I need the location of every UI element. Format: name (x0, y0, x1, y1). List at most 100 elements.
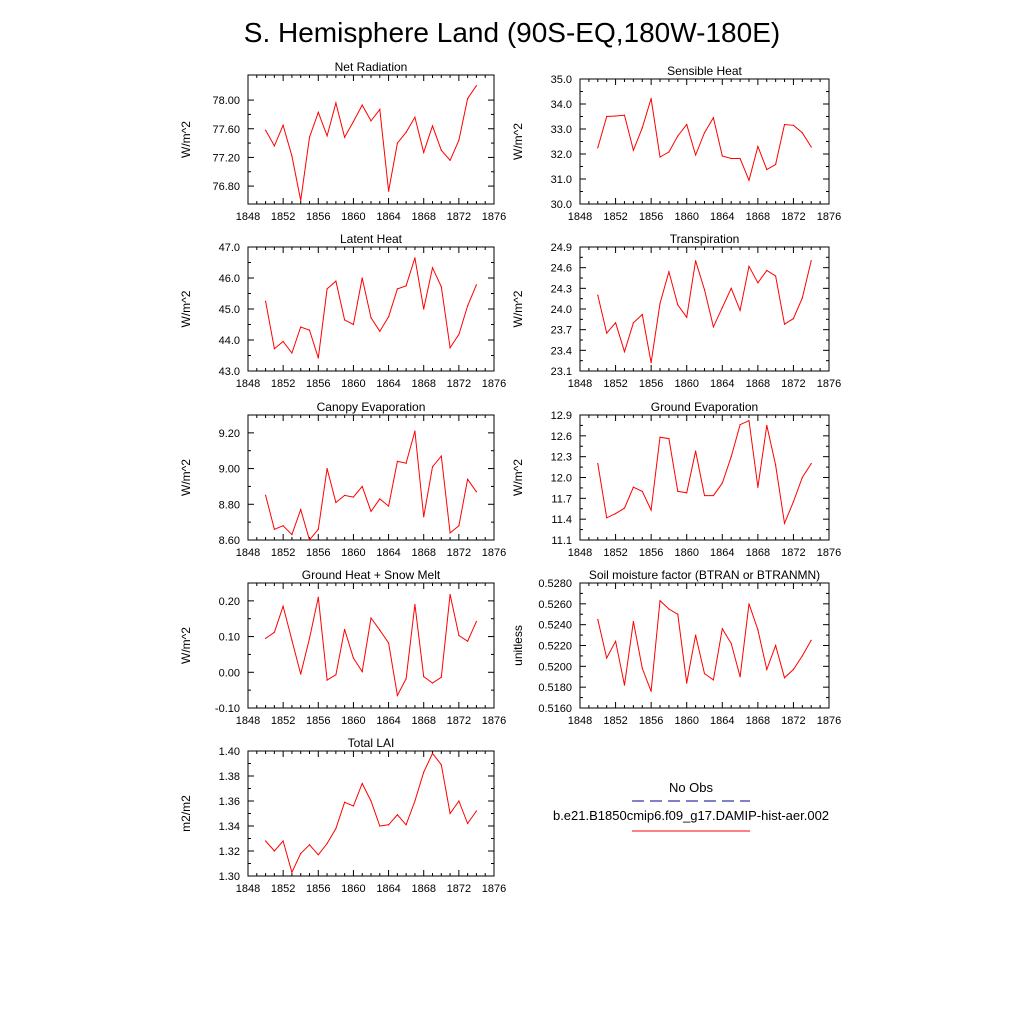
data-point (370, 317, 372, 319)
data-point (748, 265, 750, 267)
data-point (379, 330, 381, 332)
y-tick-label: 35.0 (551, 74, 572, 86)
y-tick-label: 1.30 (219, 871, 240, 883)
data-point (440, 676, 442, 678)
data-point (766, 269, 768, 272)
data-point (792, 124, 795, 126)
data-point (792, 501, 795, 503)
x-tick-label: 1876 (482, 547, 506, 559)
series-line (597, 98, 812, 182)
x-tick-label: 1848 (236, 883, 260, 895)
y-tick-label: 44.0 (219, 335, 240, 347)
plot-frame (579, 414, 830, 541)
data-point (641, 490, 643, 492)
data-point (449, 812, 451, 815)
y-tick-label: 0.5180 (538, 682, 572, 694)
data-point (300, 673, 302, 675)
data-point (370, 120, 372, 122)
data-point (730, 287, 732, 289)
y-tick-label: 8.60 (219, 535, 240, 547)
data-point (431, 682, 434, 684)
data-point (431, 752, 434, 755)
y-tick-label: 9.00 (219, 464, 240, 476)
data-point (317, 528, 319, 530)
data-point (650, 97, 652, 100)
x-tick-label: 1868 (746, 211, 770, 223)
x-tick-label: 1848 (236, 211, 260, 223)
y-tick-label: 76.80 (212, 181, 240, 193)
y-axis-label: W/m^2 (179, 121, 193, 158)
x-tick-label: 1864 (710, 715, 734, 727)
data-point (282, 525, 284, 527)
data-point (458, 800, 460, 802)
data-point (273, 348, 275, 350)
data-point (659, 600, 661, 602)
data-point (458, 634, 460, 637)
x-tick-label: 1852 (271, 378, 295, 390)
y-tick-label: 0.5260 (538, 599, 572, 611)
data-point (632, 486, 634, 488)
data-point (326, 288, 328, 290)
x-tick-label: 1852 (603, 715, 627, 727)
series-line (265, 257, 477, 359)
data-point (757, 145, 759, 148)
data-point (748, 419, 750, 422)
data-point (282, 124, 284, 126)
data-point (721, 482, 723, 484)
data-point (387, 642, 390, 644)
x-tick-label: 1872 (447, 883, 471, 895)
data-point (440, 286, 442, 288)
chart-title: Sensible Heat (667, 64, 742, 78)
y-tick-label: 1.34 (219, 821, 240, 833)
x-tick-label: 1868 (746, 547, 770, 559)
x-tick-label: 1856 (306, 378, 330, 390)
data-point (783, 323, 786, 325)
plot-frame (247, 74, 495, 205)
data-point (264, 494, 267, 496)
y-tick-label: 78.00 (212, 95, 240, 107)
data-point (467, 305, 469, 307)
y-tick-label: 24.9 (551, 242, 572, 254)
data-point (431, 466, 434, 468)
x-tick-label: 1848 (236, 547, 260, 559)
x-tick-label: 1856 (639, 547, 663, 559)
x-tick-label: 1876 (817, 715, 841, 727)
y-tick-label: 24.3 (551, 283, 572, 295)
data-point (344, 494, 346, 496)
data-point (379, 498, 381, 500)
series-line (597, 260, 812, 363)
series-line (597, 599, 812, 692)
data-point (335, 827, 337, 830)
data-point (606, 657, 608, 659)
y-tick-label: 0.5280 (538, 578, 572, 590)
plot-frame (247, 414, 495, 541)
data-point (300, 199, 302, 202)
data-point (352, 805, 355, 807)
y-tick-label: 9.20 (219, 428, 240, 440)
data-point (597, 147, 599, 149)
data-point (748, 179, 750, 181)
y-tick-label: 23.7 (551, 325, 572, 337)
data-point (440, 149, 442, 151)
x-tick-label: 1848 (568, 378, 592, 390)
y-tick-label: 0.5160 (538, 703, 572, 715)
x-tick-label: 1856 (639, 715, 663, 727)
data-point (757, 282, 759, 284)
data-point (775, 163, 777, 166)
x-tick-label: 1868 (411, 883, 435, 895)
y-tick-label: 77.60 (212, 124, 240, 136)
y-tick-label: 11.4 (551, 514, 572, 526)
y-axis-label: W/m^2 (511, 290, 525, 327)
data-point (712, 117, 714, 119)
y-tick-label: 47.0 (219, 242, 240, 254)
x-tick-label: 1868 (411, 211, 435, 223)
data-point (335, 102, 337, 104)
data-point (730, 157, 732, 160)
x-tick-label: 1868 (411, 378, 435, 390)
x-tick-label: 1864 (710, 211, 734, 223)
data-point (686, 682, 688, 684)
data-point (431, 267, 434, 269)
chart-panel-latent-heat: Latent Heat W/m^2 1848 1852 1856 1860 1864 1868… (179, 232, 506, 390)
data-point (606, 517, 608, 519)
